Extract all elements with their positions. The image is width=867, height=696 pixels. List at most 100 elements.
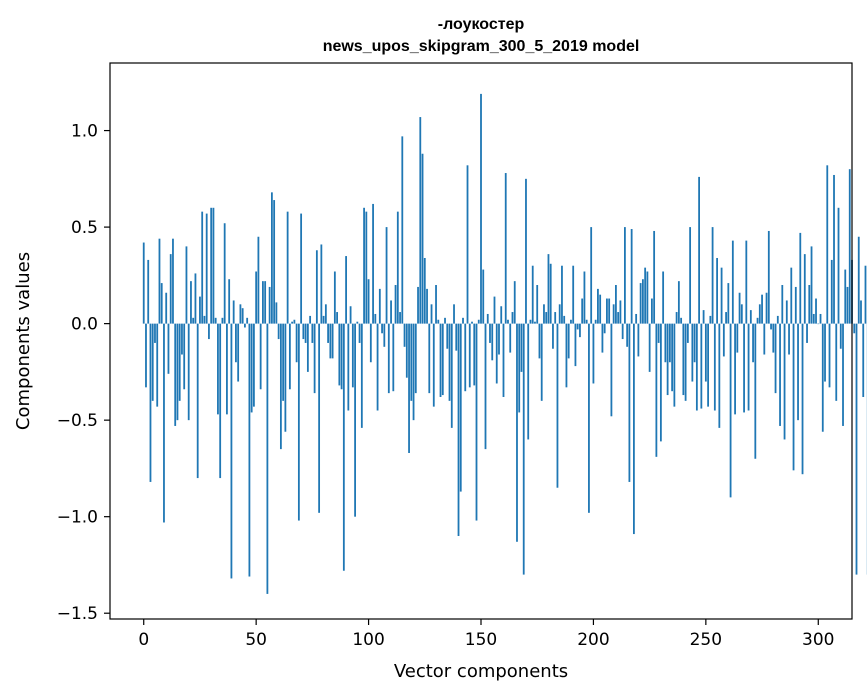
- bar-175: [536, 285, 539, 324]
- bar-220: [637, 323, 640, 357]
- bar-296: [808, 285, 811, 324]
- bar-309: [837, 207, 840, 324]
- bar-248: [700, 323, 703, 409]
- bar-306: [830, 259, 833, 324]
- bar-202: [597, 288, 599, 324]
- bar-114: [399, 312, 401, 324]
- bar-294: [803, 254, 806, 324]
- bar-251: [707, 323, 709, 407]
- bar-246: [695, 323, 698, 411]
- bar-40: [232, 300, 235, 324]
- bar-135: [446, 323, 449, 349]
- bar-38: [228, 279, 231, 324]
- bar-128: [430, 304, 433, 324]
- bar-215: [626, 323, 629, 347]
- bar-207: [608, 298, 611, 324]
- bar-92: [349, 306, 352, 324]
- bar-24: [196, 323, 199, 479]
- bar-6: [156, 323, 159, 407]
- bar-32: [214, 317, 217, 324]
- bar-107: [383, 323, 386, 347]
- bar-173: [531, 265, 534, 324]
- bar-23: [194, 273, 197, 324]
- bar-249: [702, 310, 705, 324]
- bar-30: [210, 207, 213, 324]
- bar-123: [419, 117, 422, 324]
- bar-109: [387, 323, 390, 394]
- bar-52: [259, 323, 262, 390]
- bar-206: [606, 298, 608, 324]
- bar-316: [853, 323, 856, 334]
- bar-183: [554, 312, 557, 324]
- bar-236: [673, 323, 676, 407]
- bar-199: [590, 227, 593, 324]
- bar-180: [547, 254, 550, 324]
- bar-298: [812, 313, 815, 324]
- bar-262: [731, 240, 734, 324]
- bar-189: [567, 323, 570, 359]
- bar-133: [441, 323, 444, 396]
- bar-95: [356, 321, 359, 324]
- bar-182: [552, 323, 554, 349]
- bar-268: [745, 240, 748, 324]
- bar-292: [799, 232, 802, 324]
- bar-134: [444, 317, 446, 324]
- bar-73: [306, 323, 309, 372]
- bar-234: [668, 323, 671, 363]
- bar-208: [610, 323, 613, 417]
- bar-161: [504, 173, 507, 324]
- bar-88: [340, 323, 343, 390]
- bar-126: [426, 288, 428, 324]
- bar-80: [322, 315, 325, 324]
- bar-15: [176, 323, 179, 421]
- bar-10: [165, 292, 168, 324]
- bar-235: [671, 323, 674, 392]
- bar-188: [565, 323, 568, 388]
- bar-243: [689, 227, 692, 324]
- bar-42: [237, 323, 240, 382]
- bar-200: [592, 323, 595, 384]
- bar-190: [570, 319, 572, 324]
- bar-212: [619, 300, 622, 324]
- bar-196: [583, 271, 586, 324]
- bar-53: [262, 281, 264, 324]
- bar-290: [794, 286, 797, 324]
- bar-82: [327, 323, 329, 343]
- x-tick-label-6: 300: [802, 630, 834, 650]
- bar-129: [432, 323, 435, 407]
- bar-219: [635, 313, 638, 324]
- bar-81: [324, 304, 327, 324]
- bar-162: [507, 319, 509, 324]
- bar-155: [491, 323, 494, 361]
- bar-146: [471, 321, 473, 324]
- bar-72: [304, 323, 307, 343]
- bar-293: [801, 323, 804, 475]
- bar-193: [576, 323, 579, 330]
- bar-26: [201, 211, 204, 324]
- bar-74: [309, 315, 312, 324]
- bar-41: [235, 323, 237, 363]
- bar-145: [468, 323, 471, 388]
- bar-28: [205, 213, 208, 324]
- bar-151: [482, 269, 485, 324]
- bar-0: [142, 242, 145, 324]
- plot-area-frame: [109, 62, 853, 620]
- x-tick-label-2: 100: [352, 630, 384, 650]
- bar-311: [842, 323, 844, 426]
- bar-303: [824, 323, 826, 382]
- bar-271: [752, 323, 754, 363]
- bar-103: [374, 313, 377, 324]
- bar-56: [268, 286, 271, 324]
- bar-255: [716, 257, 718, 324]
- bar-105: [378, 288, 381, 324]
- x-tick-label-4: 200: [577, 630, 609, 650]
- bar-272: [754, 323, 757, 459]
- bar-113: [396, 211, 399, 324]
- bar-22: [192, 317, 195, 324]
- bar-256: [718, 323, 721, 428]
- bar-120: [412, 323, 415, 421]
- bar-46: [246, 317, 249, 324]
- bar-55: [266, 323, 269, 594]
- bar-70: [300, 213, 303, 324]
- bar-305: [828, 323, 831, 388]
